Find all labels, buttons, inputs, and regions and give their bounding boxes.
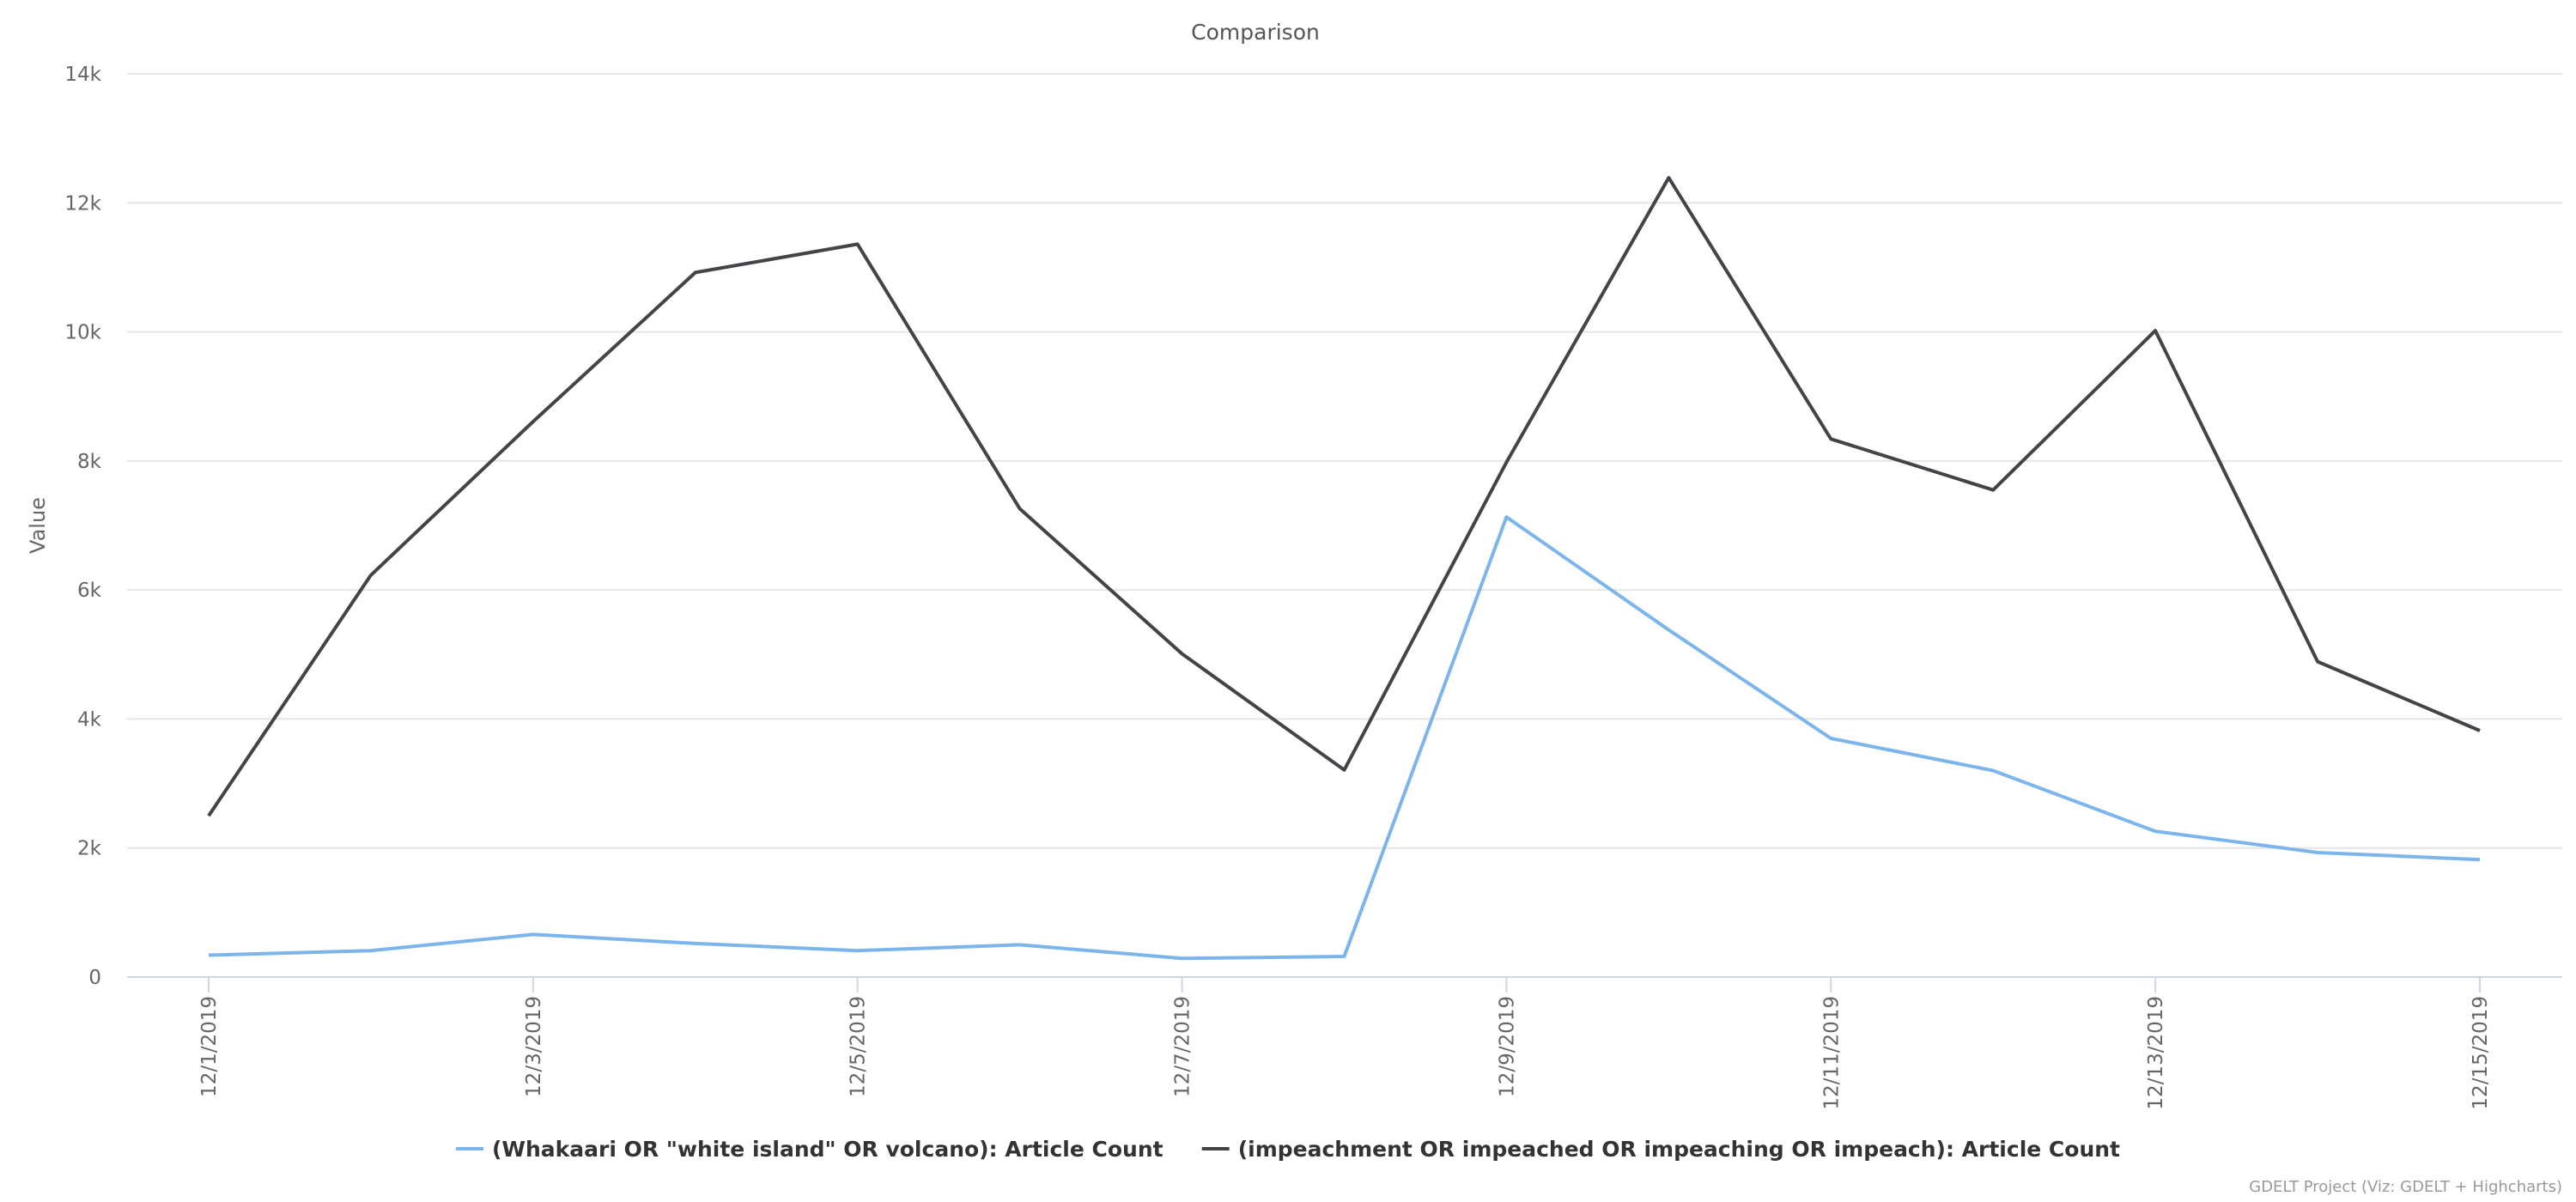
x-tick-label: 12/1/2019 bbox=[198, 996, 221, 1097]
legend-item-2[interactable]: (impeachment OR impeached OR impeaching … bbox=[1201, 1137, 2120, 1162]
legend-label: (Whakaari OR "white island" OR volcano):… bbox=[492, 1137, 1163, 1162]
data-point[interactable] bbox=[526, 414, 541, 429]
data-point[interactable] bbox=[2472, 723, 2488, 738]
x-tick-label: 12/5/2019 bbox=[848, 996, 870, 1097]
data-point[interactable] bbox=[1012, 937, 1028, 952]
data-point[interactable] bbox=[1337, 762, 1352, 778]
x-tick-label: 12/13/2019 bbox=[2145, 996, 2167, 1110]
data-point[interactable] bbox=[850, 943, 866, 958]
data-point[interactable] bbox=[1985, 483, 2001, 498]
data-point[interactable] bbox=[526, 926, 541, 942]
data-point[interactable] bbox=[2310, 845, 2325, 860]
y-tick-label: 10k bbox=[64, 322, 101, 344]
x-tick-label: 12/9/2019 bbox=[1496, 996, 1518, 1097]
data-point[interactable] bbox=[688, 936, 703, 951]
gridlines bbox=[127, 73, 2562, 849]
data-point[interactable] bbox=[1661, 622, 1676, 638]
legend-item-1[interactable]: (Whakaari OR "white island" OR volcano):… bbox=[456, 1137, 1163, 1162]
data-point[interactable] bbox=[688, 264, 703, 280]
y-tick-label: 2k bbox=[77, 838, 102, 860]
series-2-points bbox=[201, 170, 2488, 823]
y-axis-tick-labels: 0 2k 4k 6k 8k 10k 12k 14k bbox=[64, 64, 101, 989]
data-point[interactable] bbox=[1985, 763, 2001, 779]
x-tick-label: 12/11/2019 bbox=[1820, 996, 1843, 1110]
data-point[interactable] bbox=[1823, 731, 1838, 746]
data-point[interactable] bbox=[2148, 823, 2163, 839]
data-point[interactable] bbox=[1823, 431, 1838, 446]
data-point[interactable] bbox=[363, 943, 379, 958]
legend-label: (impeachment OR impeached OR impeaching … bbox=[1238, 1137, 2120, 1162]
x-tick-label: 12/3/2019 bbox=[523, 996, 545, 1097]
y-tick-label: 4k bbox=[77, 708, 102, 731]
credits[interactable]: GDELT Project (Viz: GDELT + Highcharts) bbox=[2249, 1178, 2562, 1196]
data-point[interactable] bbox=[1012, 501, 1028, 516]
data-point[interactable] bbox=[1175, 647, 1190, 662]
legend: (Whakaari OR "white island" OR volcano):… bbox=[456, 1137, 2120, 1162]
data-point[interactable] bbox=[850, 236, 866, 252]
series-layer bbox=[201, 170, 2488, 966]
data-point[interactable] bbox=[1661, 170, 1676, 185]
data-point[interactable] bbox=[2148, 323, 2163, 338]
data-point[interactable] bbox=[1175, 950, 1190, 966]
y-tick-label: 12k bbox=[64, 192, 101, 215]
chart-title: Comparison bbox=[1191, 20, 1320, 45]
x-axis-ticks bbox=[208, 977, 2481, 993]
series-line-1[interactable] bbox=[208, 515, 2481, 961]
data-point[interactable] bbox=[1498, 509, 1514, 525]
data-point[interactable] bbox=[201, 947, 216, 962]
y-tick-label: 8k bbox=[77, 451, 102, 473]
data-point[interactable] bbox=[363, 568, 379, 583]
y-tick-label: 0 bbox=[88, 967, 101, 989]
data-point[interactable] bbox=[2472, 852, 2488, 867]
x-axis-tick-labels: 12/1/2019 12/3/2019 12/5/2019 12/7/2019 12/9… bbox=[198, 996, 2492, 1110]
x-tick-label: 12/15/2019 bbox=[2470, 996, 2492, 1110]
y-tick-label: 14k bbox=[64, 64, 101, 86]
y-axis-title: Value bbox=[26, 497, 50, 554]
data-point[interactable] bbox=[201, 808, 216, 823]
data-point[interactable] bbox=[2310, 654, 2325, 670]
x-tick-label: 12/7/2019 bbox=[1172, 996, 1194, 1097]
y-tick-label: 6k bbox=[77, 580, 102, 602]
series-line-2[interactable] bbox=[207, 176, 2481, 817]
series-1-points bbox=[201, 509, 2488, 966]
data-point[interactable] bbox=[1337, 949, 1352, 964]
data-point[interactable] bbox=[1498, 454, 1514, 470]
